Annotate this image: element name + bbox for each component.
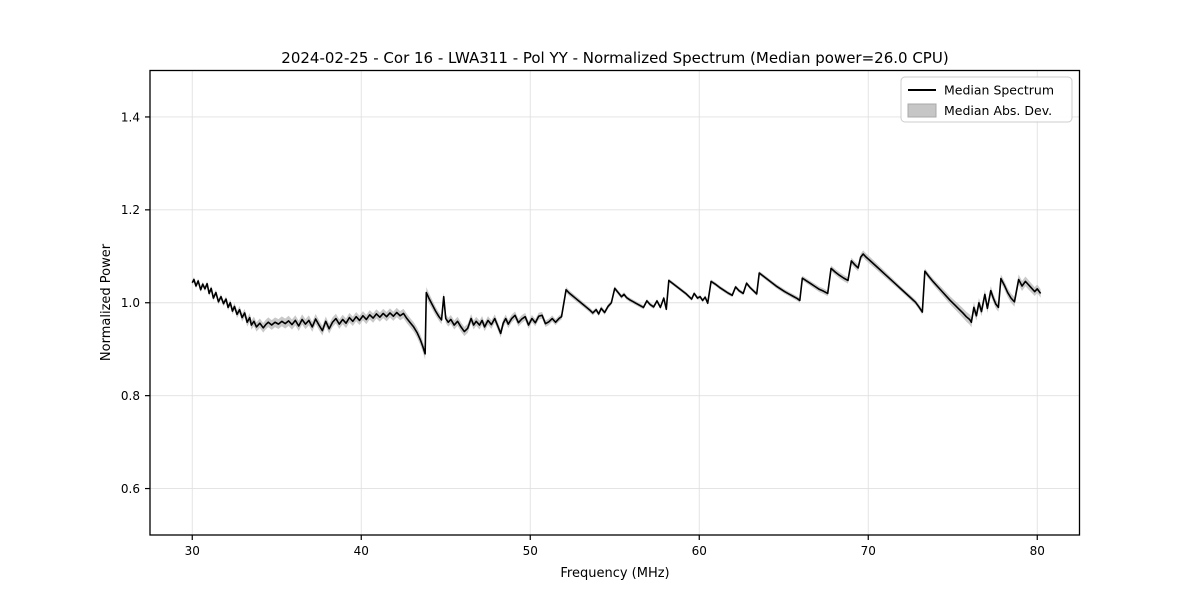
legend: Median Spectrum Median Abs. Dev.: [900, 76, 1073, 123]
legend-label-median-spectrum: Median Spectrum: [944, 83, 1054, 98]
x-tick-label: 70: [861, 544, 876, 558]
tick-labels: 30 40 50 60 70 80 0.6 0.8 1.0 1.2 1.4: [121, 110, 1045, 558]
y-tick-label: 0.6: [121, 482, 140, 496]
x-tick-label: 80: [1030, 544, 1045, 558]
grid: [150, 70, 1080, 535]
y-tick-label: 0.8: [121, 389, 140, 403]
x-tick-label: 60: [692, 544, 707, 558]
chart-title: 2024-02-25 - Cor 16 - LWA311 - Pol YY - …: [281, 49, 948, 67]
tick-marks: [145, 116, 1038, 540]
y-tick-label: 1.0: [121, 296, 140, 310]
y-axis-label: Normalized Power: [99, 243, 114, 361]
x-axis-label: Frequency (MHz): [560, 566, 669, 581]
spectrum-line: [191, 253, 1042, 355]
legend-patch-sample: [907, 103, 937, 118]
legend-label-median-abs-dev: Median Abs. Dev.: [944, 103, 1052, 118]
y-tick-label: 1.4: [121, 110, 140, 124]
x-tick-label: 30: [185, 544, 200, 558]
y-tick-label: 1.2: [121, 203, 140, 217]
x-tick-label: 40: [354, 544, 369, 558]
mad-band: [192, 250, 1041, 360]
x-tick-label: 50: [523, 544, 538, 558]
legend-box: [900, 76, 1073, 123]
